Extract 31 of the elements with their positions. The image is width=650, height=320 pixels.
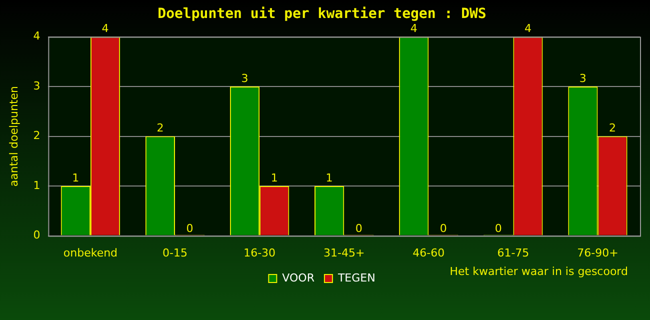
x-tick-label: onbekend (63, 246, 118, 260)
data-label: 0 (186, 222, 194, 236)
y-tick-label: 2 (33, 129, 40, 142)
data-label: 1 (326, 171, 333, 184)
data-label: 1 (72, 171, 80, 184)
x-tick-label: 76-90+ (577, 246, 618, 260)
y-axis-title: aantal doelpunten (7, 86, 20, 187)
data-label: 2 (609, 122, 616, 135)
data-label: 3 (241, 72, 248, 85)
data-label: 4 (410, 22, 418, 36)
x-tick-label: 0-15 (162, 246, 188, 260)
y-tick-label: 4 (33, 30, 40, 43)
x-tick-label: 61-75 (497, 246, 530, 260)
chart-title: Doelpunten uit per kwartier tegen : DWS (158, 6, 486, 22)
data-label: 3 (579, 72, 586, 85)
y-tick-label: 3 (33, 79, 40, 92)
data-label: 1 (270, 171, 278, 184)
x-axis-title: Het kwartier waar in is gescoord (450, 264, 628, 278)
x-tick-label: 16-30 (244, 246, 276, 260)
x-tick-label: 46-60 (412, 246, 445, 260)
data-label: 0 (494, 222, 502, 236)
data-label: 4 (524, 22, 532, 36)
data-label: 4 (102, 22, 109, 36)
data-label: 2 (156, 122, 164, 135)
x-tick-label: 31-45+ (324, 246, 365, 260)
y-tick-label: 0 (33, 228, 40, 242)
y-tick-label: 1 (33, 178, 40, 192)
legend-label: VOOR (282, 271, 315, 284)
data-label: 0 (355, 222, 362, 236)
data-label: 0 (440, 222, 447, 236)
legend-label: TEGEN (336, 271, 376, 284)
